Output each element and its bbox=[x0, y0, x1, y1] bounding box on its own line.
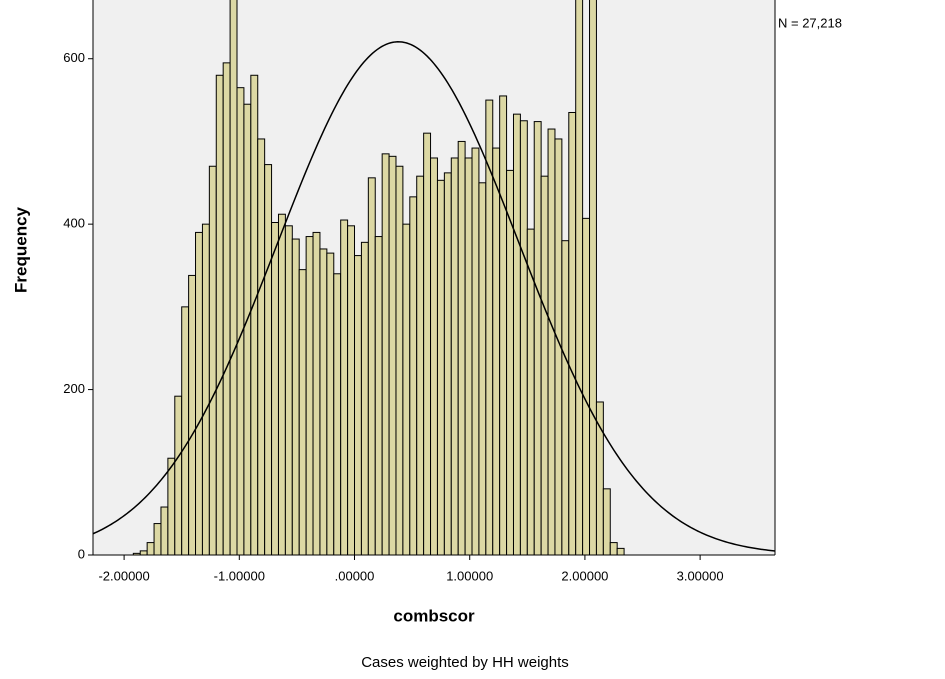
y-tick-label: 0 bbox=[78, 546, 85, 561]
x-tick-label: 3.00000 bbox=[677, 568, 724, 583]
bar bbox=[416, 175, 425, 555]
bar bbox=[333, 273, 342, 555]
y-tick-label: 200 bbox=[63, 381, 85, 396]
x-tick-label: 1.00000 bbox=[446, 568, 493, 583]
bar bbox=[436, 179, 445, 555]
bar bbox=[174, 395, 183, 555]
bar bbox=[457, 140, 466, 555]
plot-area bbox=[93, 0, 775, 555]
bar bbox=[533, 121, 542, 555]
bar bbox=[360, 241, 369, 555]
bar bbox=[443, 172, 452, 555]
bar bbox=[291, 238, 300, 555]
bar bbox=[215, 74, 224, 555]
bar bbox=[464, 157, 473, 555]
bar bbox=[160, 506, 169, 555]
y-tick-label: 600 bbox=[63, 50, 85, 65]
bar bbox=[616, 547, 625, 555]
bar bbox=[305, 236, 314, 555]
bar bbox=[561, 240, 570, 555]
y-axis-label: Frequency bbox=[11, 206, 30, 293]
bar bbox=[167, 457, 176, 555]
y-tick-label: 400 bbox=[63, 216, 85, 231]
x-tick-label: 2.00000 bbox=[561, 568, 608, 583]
bar bbox=[374, 236, 383, 555]
bar bbox=[229, 0, 238, 555]
bar bbox=[582, 217, 591, 555]
bar bbox=[478, 182, 487, 555]
bar bbox=[519, 120, 528, 555]
bar bbox=[319, 248, 328, 555]
bar bbox=[595, 401, 604, 555]
bar bbox=[492, 147, 501, 555]
bar bbox=[312, 231, 321, 555]
bar bbox=[354, 255, 362, 555]
bar bbox=[409, 196, 418, 555]
bar bbox=[602, 488, 611, 555]
bar bbox=[589, 0, 597, 555]
bar bbox=[277, 213, 286, 555]
footnote: Cases weighted by HH weights bbox=[361, 654, 569, 671]
bar bbox=[547, 128, 556, 555]
bar bbox=[222, 62, 231, 555]
bar bbox=[139, 550, 148, 555]
bar bbox=[367, 177, 376, 555]
bar bbox=[257, 138, 266, 555]
bar bbox=[250, 74, 259, 555]
bar bbox=[326, 252, 335, 555]
bar bbox=[450, 157, 459, 555]
bar bbox=[499, 95, 508, 555]
x-tick-label: .00000 bbox=[335, 568, 375, 583]
bar bbox=[388, 155, 397, 555]
x-tick-label: -1.00000 bbox=[214, 568, 265, 583]
bar bbox=[347, 225, 356, 555]
bar bbox=[609, 542, 618, 555]
bar bbox=[575, 0, 584, 555]
bar bbox=[208, 165, 217, 555]
normal-curve bbox=[93, 41, 775, 552]
bar bbox=[195, 231, 203, 555]
bar bbox=[243, 103, 252, 555]
bar bbox=[153, 523, 162, 555]
stats-text: N = 27,218 bbox=[778, 15, 842, 30]
bar bbox=[188, 274, 197, 555]
bar bbox=[395, 165, 404, 555]
bar bbox=[201, 223, 210, 555]
bar bbox=[423, 132, 432, 555]
bar bbox=[236, 87, 245, 555]
bar bbox=[271, 221, 279, 555]
bar bbox=[430, 157, 438, 555]
bar bbox=[298, 269, 307, 555]
bar bbox=[381, 153, 390, 555]
bar bbox=[568, 111, 577, 555]
bar bbox=[264, 164, 273, 555]
bar bbox=[340, 219, 349, 555]
bar bbox=[284, 225, 293, 555]
bar bbox=[471, 147, 480, 555]
bar bbox=[146, 542, 155, 555]
x-axis-label: combscor bbox=[393, 606, 475, 625]
bar bbox=[181, 306, 190, 555]
bar bbox=[512, 113, 521, 555]
bar bbox=[402, 223, 411, 555]
bar bbox=[540, 175, 549, 555]
x-tick-label: -2.00000 bbox=[98, 568, 149, 583]
